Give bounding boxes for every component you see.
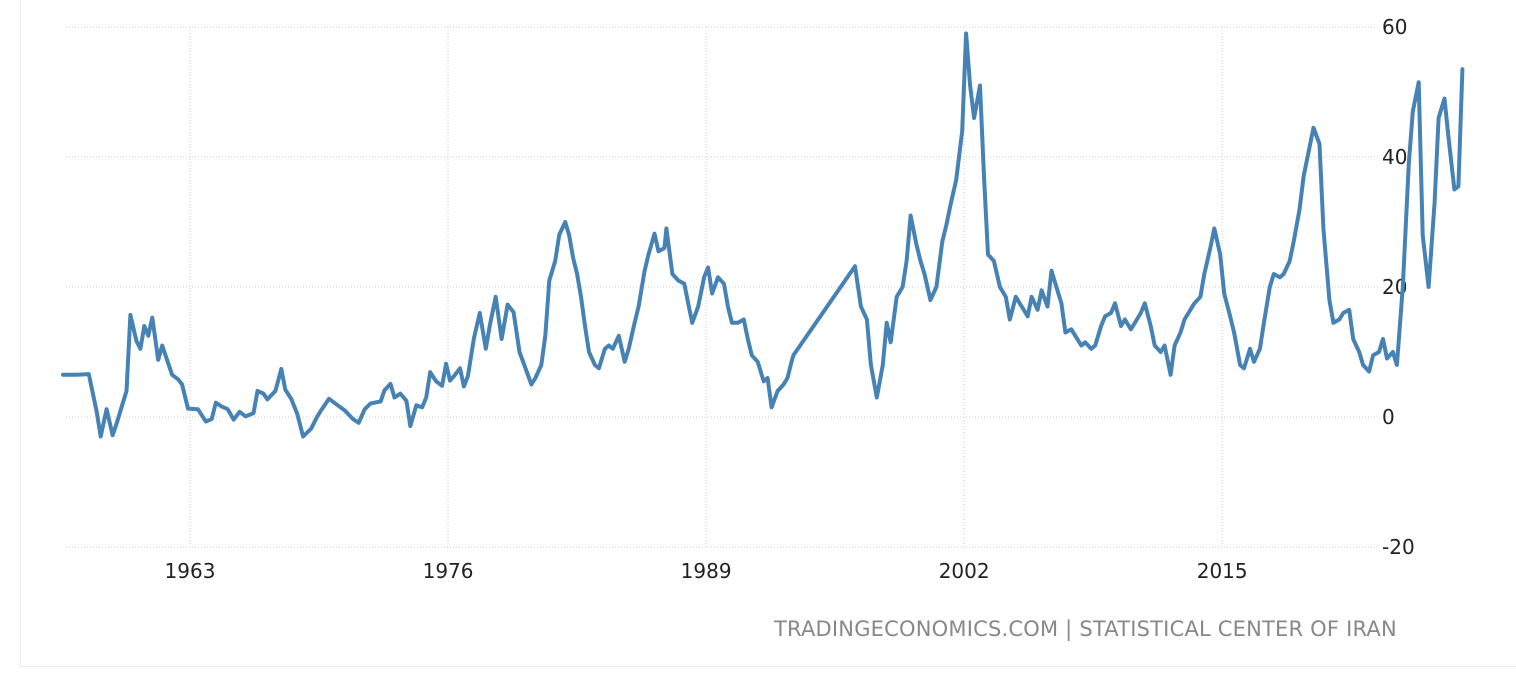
x-tick-label: 1976 (423, 559, 474, 583)
chart-frame (20, 0, 1516, 667)
x-tick-label: 2002 (939, 559, 990, 583)
source-site: TRADINGECONOMICS.COM (774, 617, 1059, 641)
y-tick-label: 0 (1382, 405, 1395, 429)
source-publisher: STATISTICAL CENTER OF IRAN (1079, 617, 1397, 641)
x-tick-label: 2015 (1197, 559, 1248, 583)
series-line-0 (61, 31, 1465, 439)
source-separator: | (1065, 617, 1073, 641)
x-tick-label: 1963 (165, 559, 216, 583)
y-tick-label: 40 (1382, 145, 1407, 169)
x-tick-label: 1989 (681, 559, 732, 583)
grid (66, 26, 1378, 548)
y-tick-label: -20 (1382, 535, 1415, 559)
y-tick-label: 60 (1382, 15, 1407, 39)
series (61, 31, 1465, 439)
source-attribution: TRADINGECONOMICS.COM | STATISTICAL CENTE… (774, 617, 1397, 641)
